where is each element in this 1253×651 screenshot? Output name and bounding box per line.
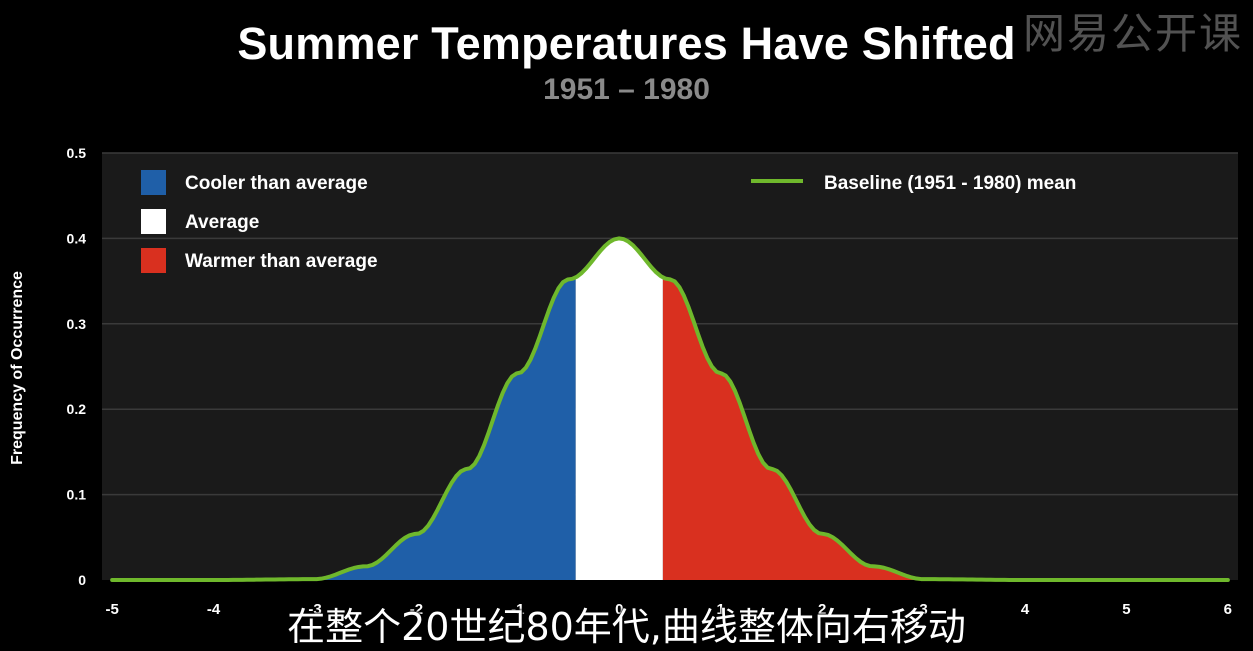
chart-subtitle: 1951 – 1980 — [543, 73, 710, 106]
x-tick-label: 5 — [1122, 601, 1130, 618]
legend-label: Average — [185, 212, 259, 233]
legend-swatch — [141, 248, 166, 273]
x-tick-label: 2 — [818, 601, 826, 618]
y-axis-label: Frequency of Occurrence — [9, 271, 26, 465]
y-tick-label: 0.2 — [67, 401, 87, 417]
legend-label: Cooler than average — [185, 173, 368, 194]
x-tick-label: -2 — [410, 601, 423, 618]
y-tick-label: 0.1 — [67, 487, 87, 503]
y-tick-label: 0 — [78, 572, 86, 588]
video-caption: 在整个20世纪80年代,曲线整体向右移动 — [287, 605, 966, 649]
x-tick-label: 4 — [1021, 601, 1030, 618]
legend-label: Baseline (1951 - 1980) mean — [824, 173, 1076, 194]
x-tick-label: -3 — [308, 601, 321, 618]
y-tick-label: 0.3 — [67, 316, 87, 332]
legend-label: Warmer than average — [185, 251, 378, 272]
y-tick-label: 0.5 — [67, 145, 87, 161]
x-tick-label: 3 — [919, 601, 927, 618]
x-tick-label: 0 — [615, 601, 623, 618]
region-warmer-than-average — [662, 277, 924, 580]
watermark-logo: 网易公开课 — [1022, 9, 1243, 58]
y-tick-label: 0.4 — [67, 230, 87, 246]
region-cooler-than-average — [315, 277, 576, 580]
x-tick-label: 1 — [717, 601, 725, 618]
legend-swatch — [141, 209, 166, 234]
x-tick-label: -4 — [207, 601, 221, 618]
x-tick-label: 6 — [1224, 601, 1232, 618]
legend-swatch — [141, 170, 166, 195]
series-line-baseline-mean — [110, 236, 1230, 582]
x-tick-label: -1 — [511, 601, 524, 618]
region-average — [575, 238, 663, 580]
x-tick-label: -5 — [105, 601, 118, 618]
chart-title: Summer Temperatures Have Shifted — [237, 18, 1016, 69]
